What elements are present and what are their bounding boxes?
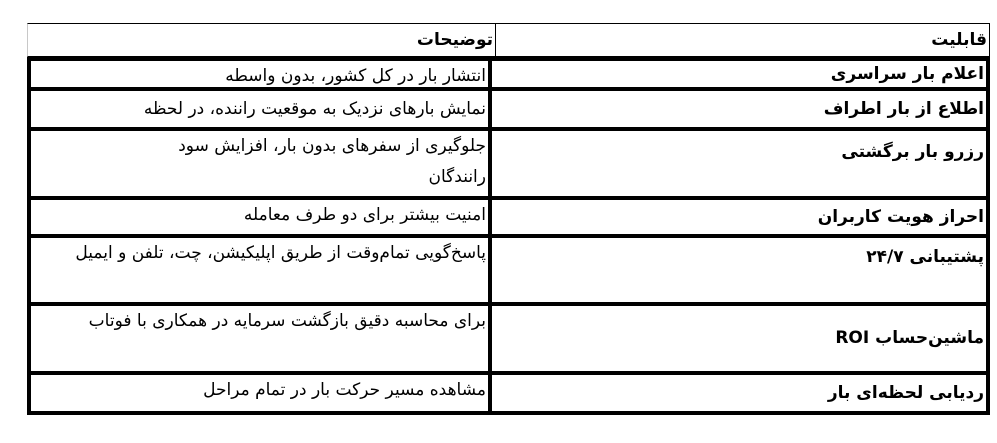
capability-cell: اعلام بار سراسری (830, 63, 984, 84)
header-description: توضیحات (416, 30, 493, 50)
table-row: رزرو بار برگشتی جلوگیری از سفرهای بدون ب… (27, 131, 990, 200)
capability-cell: رزرو بار برگشتی (841, 142, 984, 162)
table-row: اعلام بار سراسری انتشار بار در کل کشور، … (27, 57, 990, 91)
table-row: اطلاع از بار اطراف نمایش بارهای نزدیک به… (27, 91, 990, 131)
header-capability: قابلیت (495, 24, 989, 56)
table-header-row: قابلیت توضیحات (27, 23, 990, 57)
table-row: پشتیبانی ۲۴/۷ پاسخ‌گویی تمام‌وقت از طریق… (27, 238, 990, 306)
capability-cell: ماشین‌حساب ROI (835, 328, 984, 348)
capability-cell: اطلاع از بار اطراف (823, 98, 984, 119)
description-cell: نمایش بارهای نزدیک به موقعیت راننده، در … (31, 91, 492, 127)
description-cell: برای محاسبه دقیق بازگشت سرمایه در همکاری… (31, 306, 492, 371)
capability-cell: ردیابی لحظه‌ای بار (827, 382, 984, 403)
description-cell: پاسخ‌گویی تمام‌وقت از طریق اپلیکیشن، چت،… (31, 238, 492, 302)
description-cell: امنیت بیشتر برای دو طرف معامله (31, 200, 492, 234)
description-cell: جلوگیری از سفرهای بدون بار، افزایش سود ر… (31, 131, 492, 196)
description-cell: مشاهده مسیر حرکت بار در تمام مراحل (31, 375, 492, 411)
table-row: احراز هویت کاربران امنیت بیشتر برای دو ط… (27, 200, 990, 238)
description-cell: انتشار بار در کل کشور، بدون واسطه (31, 61, 492, 87)
features-table: قابلیت توضیحات اعلام بار سراسری انتشار ب… (27, 23, 990, 415)
table-row: ردیابی لحظه‌ای بار مشاهده مسیر حرکت بار … (27, 375, 990, 415)
capability-cell: پشتیبانی ۲۴/۷ (866, 247, 984, 267)
capability-cell: احراز هویت کاربران (817, 206, 984, 227)
table-row: ماشین‌حساب ROI برای محاسبه دقیق بازگشت س… (27, 306, 990, 375)
